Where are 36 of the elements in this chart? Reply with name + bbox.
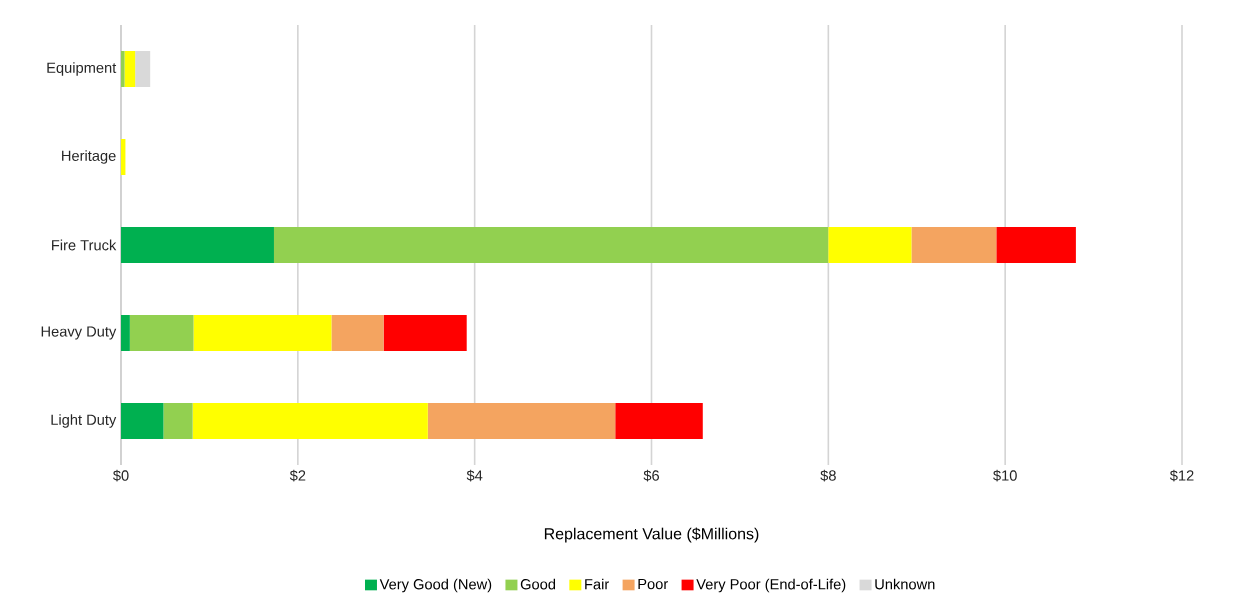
x-tick-label: $12	[1169, 469, 1194, 482]
legend-label: Fair	[585, 578, 610, 590]
bar	[273, 227, 829, 263]
y-tick-label: Heritage	[62, 150, 116, 164]
bar	[129, 314, 194, 351]
bar	[427, 402, 616, 439]
bar	[121, 314, 130, 351]
x-tick-label: $10	[993, 469, 1017, 482]
bar	[193, 314, 332, 351]
x-tick-label: $4	[466, 469, 483, 482]
x-tick-label: $8	[820, 469, 836, 482]
y-tick-label: Light Duty	[51, 414, 117, 428]
bar	[331, 314, 384, 351]
bar	[121, 402, 164, 439]
bar	[135, 51, 151, 87]
bar	[124, 51, 136, 87]
bar	[828, 227, 912, 263]
x-axis-title: Replacement Value ($Millions)	[544, 527, 759, 543]
x-tick-label: $2	[289, 469, 306, 482]
bar	[615, 402, 703, 439]
y-tick-label: Equipment	[47, 62, 117, 76]
bar	[121, 227, 274, 263]
bar	[163, 402, 193, 439]
bar	[911, 227, 997, 263]
legend-label: Poor	[638, 578, 668, 590]
x-tick-label: $0	[113, 469, 129, 482]
legend-label: Unknown	[875, 578, 935, 590]
legend-label: Very Good (New)	[379, 578, 492, 593]
y-tick-label: Fire Truck	[52, 239, 117, 251]
legend-label: Good	[520, 578, 556, 590]
bar	[996, 227, 1076, 263]
bar	[383, 314, 467, 351]
bar	[192, 402, 428, 439]
y-tick-label: Heavy Duty	[41, 326, 117, 340]
legend-label: Very Poor (End-of-Life)	[696, 578, 846, 593]
x-tick-label: $6	[643, 469, 660, 482]
